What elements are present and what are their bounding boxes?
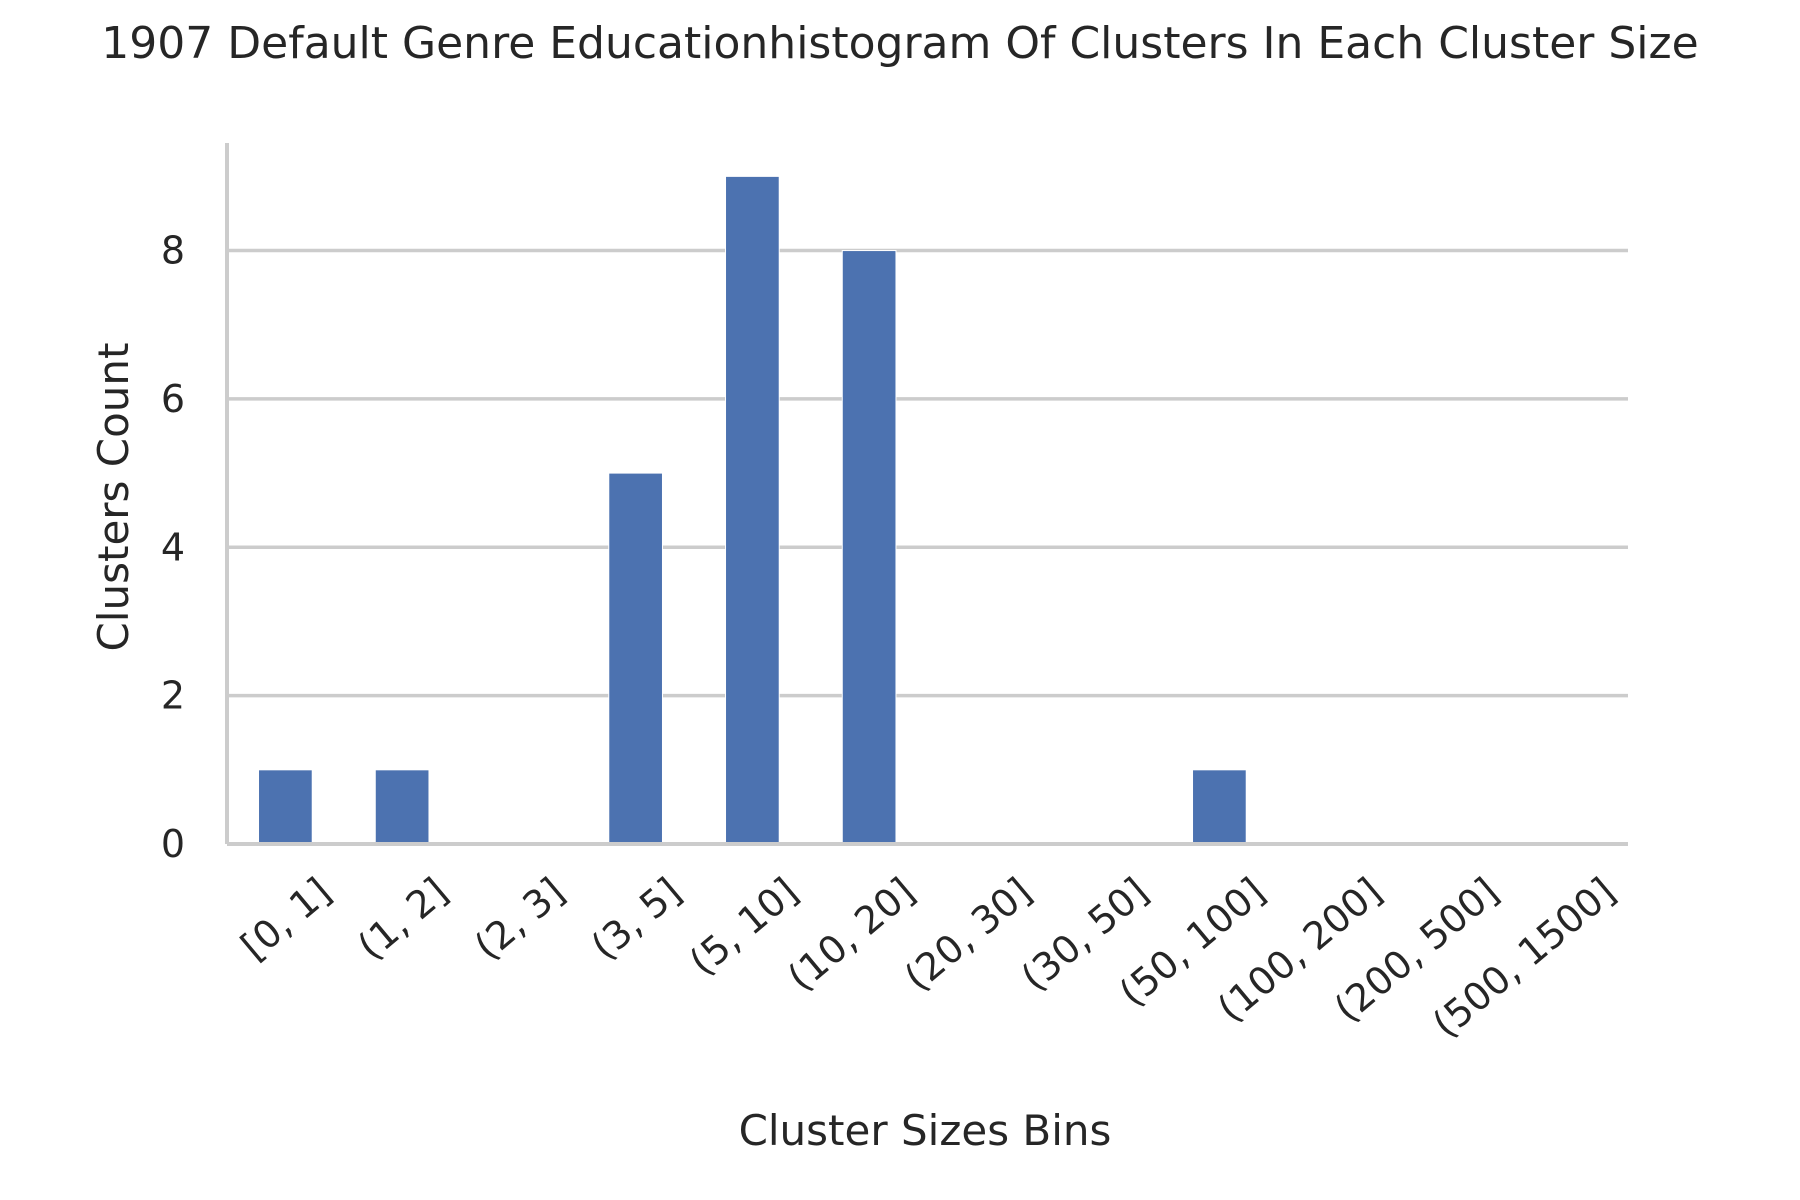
bar xyxy=(374,769,430,845)
x-tick-label: (2, 3] xyxy=(466,869,573,968)
x-tick-labels: [0, 1] (1, 2] (2, 3] (3, 5](5, 10](10, 20](… xyxy=(233,869,1624,1046)
chart-title: 1907 Default Genre Educationhistogram Of… xyxy=(101,18,1699,69)
bar xyxy=(725,175,780,845)
bar xyxy=(608,472,663,845)
y-tick-label: 2 xyxy=(161,674,185,718)
y-tick-labels: 0 2 4 6 8 xyxy=(161,229,185,866)
x-axis-label: Cluster Sizes Bins xyxy=(739,1106,1112,1155)
x-tick-label: (3, 5] xyxy=(583,869,690,968)
x-tick-label: (20, 30] xyxy=(896,869,1040,999)
x-tick-label: (1, 2] xyxy=(349,869,456,968)
grid-lines xyxy=(227,248,1628,698)
x-tick-label: (10, 20] xyxy=(779,869,923,999)
y-tick-label: 6 xyxy=(161,377,185,421)
y-tick-label: 0 xyxy=(161,822,185,866)
bars xyxy=(258,175,1247,845)
x-tick-label: [0, 1] xyxy=(233,869,340,968)
bar xyxy=(841,250,897,845)
y-axis-label: Clusters Count xyxy=(89,342,138,651)
y-tick-label: 8 xyxy=(161,229,185,273)
bar xyxy=(258,769,313,845)
bar xyxy=(1192,769,1247,845)
y-tick-label: 4 xyxy=(161,525,185,569)
